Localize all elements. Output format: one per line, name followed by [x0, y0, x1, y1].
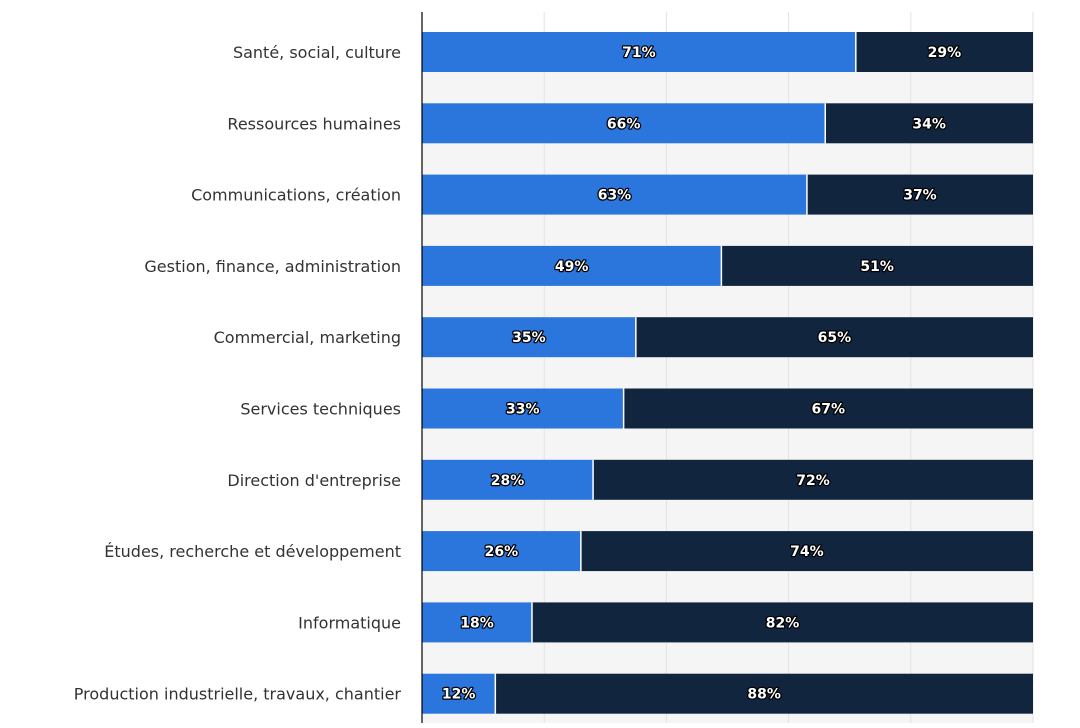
bars-layer	[422, 32, 1033, 714]
bar-segment-series-1[interactable]	[422, 317, 636, 358]
row-band	[422, 713, 1033, 728]
bar-segment-series-2[interactable]	[806, 174, 1033, 215]
data-label: 63%	[598, 188, 632, 204]
bar-segment-series-2[interactable]	[623, 388, 1033, 429]
row-band	[422, 72, 1033, 104]
data-label: 67%	[812, 402, 846, 418]
data-label: 26%	[485, 544, 519, 560]
data-label: 18%	[460, 615, 494, 631]
category-label: Gestion, finance, administration	[144, 257, 401, 276]
data-label: 28%	[491, 473, 525, 489]
data-label: 66%	[607, 116, 641, 132]
category-label: Production industrielle, travaux, chanti…	[74, 685, 402, 704]
row-band	[422, 499, 1033, 532]
bar-segment-series-1[interactable]	[422, 388, 624, 429]
data-label: 72%	[796, 473, 830, 489]
row-band	[422, 642, 1033, 674]
bar-segment-series-1[interactable]	[422, 103, 826, 144]
row-band	[422, 571, 1033, 603]
bar-segment-series-1[interactable]	[422, 174, 807, 215]
band-layer	[422, 72, 1033, 728]
bar-segment-series-2[interactable]	[721, 245, 1033, 286]
row-band	[422, 428, 1033, 460]
bar-segment-series-2[interactable]	[580, 531, 1033, 572]
category-labels-layer: Santé, social, culture Ressources humaine…	[74, 43, 402, 704]
bar-segment-series-2[interactable]	[495, 673, 1033, 714]
data-label: 37%	[903, 188, 937, 204]
data-label: 12%	[442, 687, 476, 703]
bar-segment-series-2[interactable]	[531, 602, 1033, 643]
data-label: 51%	[860, 259, 894, 275]
category-label: Services techniques	[240, 400, 401, 419]
data-label: 33%	[506, 402, 540, 418]
data-label: 71%	[622, 45, 656, 61]
data-labels-layer: 71% 29% 66% 34% 63% 37% 49% 51% 35% 65% 33% 67% 28% 7…	[441, 44, 963, 704]
bar-segment-series-1[interactable]	[422, 602, 532, 643]
data-label: 65%	[818, 330, 852, 346]
data-label: 74%	[790, 544, 824, 560]
bar-segment-series-2[interactable]	[855, 32, 1033, 72]
bar-segment-series-2[interactable]	[593, 459, 1033, 500]
category-label: Études, recherche et développement	[104, 542, 401, 561]
row-band	[422, 285, 1033, 318]
category-label: Santé, social, culture	[233, 43, 401, 62]
category-label: Ressources humaines	[227, 114, 401, 133]
row-band	[422, 357, 1033, 389]
row-band	[422, 214, 1033, 246]
bar-segment-series-1[interactable]	[422, 673, 496, 714]
data-label: 88%	[747, 687, 781, 703]
bar-segment-series-2[interactable]	[825, 103, 1033, 144]
bar-segment-series-1[interactable]	[422, 459, 594, 500]
category-label: Direction d'entreprise	[227, 471, 401, 490]
category-label: Informatique	[298, 613, 401, 632]
bar-segment-series-2[interactable]	[635, 317, 1033, 358]
bar-segment-series-1[interactable]	[422, 531, 581, 572]
data-label: 82%	[766, 615, 800, 631]
data-label: 34%	[912, 116, 946, 132]
bar-segment-series-1[interactable]	[422, 32, 856, 72]
category-label: Communications, création	[191, 186, 401, 205]
data-label: 49%	[555, 259, 589, 275]
data-label: 29%	[928, 45, 962, 61]
row-band	[422, 143, 1033, 175]
data-label: 35%	[512, 330, 546, 346]
category-label: Commercial, marketing	[214, 328, 401, 347]
bar-segment-series-1[interactable]	[422, 245, 722, 286]
